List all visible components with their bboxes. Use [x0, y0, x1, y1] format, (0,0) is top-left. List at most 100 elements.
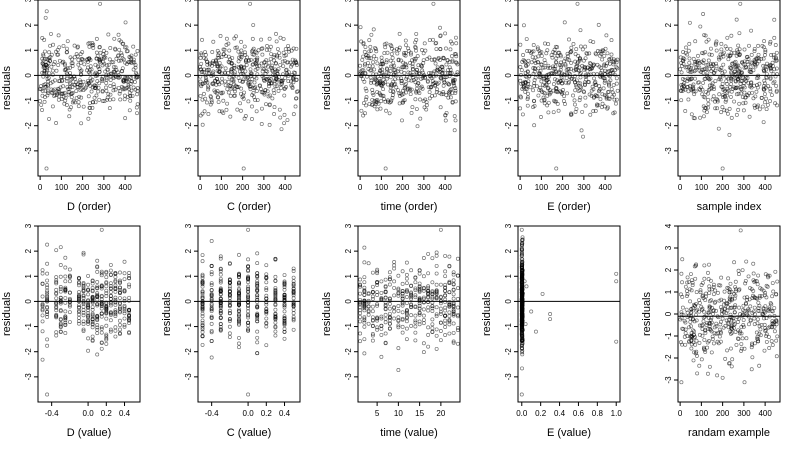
data-point	[75, 85, 80, 90]
data-point	[67, 273, 72, 278]
data-point	[234, 34, 238, 39]
data-point	[77, 283, 81, 288]
data-point	[409, 323, 414, 328]
data-point	[582, 67, 587, 72]
data-point	[396, 368, 401, 372]
data-point	[615, 57, 620, 62]
data-point	[236, 49, 241, 54]
data-point	[127, 298, 132, 303]
data-point	[770, 60, 775, 65]
data-point	[118, 97, 123, 102]
data-point	[123, 116, 128, 121]
data-point	[532, 78, 537, 83]
data-point	[124, 62, 129, 66]
data-point	[770, 309, 775, 314]
data-point	[107, 57, 112, 62]
data-point	[99, 300, 104, 304]
data-point	[521, 80, 526, 85]
x-tick-label: 0	[198, 183, 203, 192]
data-point	[382, 97, 387, 102]
data-point	[383, 166, 388, 171]
data-point	[717, 334, 722, 339]
data-point	[135, 92, 139, 97]
data-point	[769, 53, 774, 57]
data-point	[255, 98, 260, 103]
data-point	[253, 98, 258, 103]
data-point	[392, 48, 397, 53]
data-point	[67, 279, 72, 284]
data-point	[729, 89, 734, 94]
data-point	[430, 280, 435, 285]
data-point	[756, 273, 761, 278]
points	[678, 228, 780, 385]
data-point	[377, 71, 382, 75]
x-tick-label: 100	[215, 183, 229, 192]
data-point	[216, 79, 220, 84]
data-point	[434, 333, 439, 338]
data-point	[253, 67, 258, 72]
data-point	[444, 46, 448, 51]
data-point	[438, 338, 443, 343]
data-point	[422, 105, 427, 110]
data-point	[293, 71, 298, 75]
data-point	[255, 329, 260, 334]
data-point	[237, 273, 241, 278]
data-point	[575, 1, 580, 6]
data-point	[50, 79, 55, 84]
data-point	[558, 53, 563, 57]
data-point	[88, 68, 93, 73]
data-point	[436, 80, 441, 85]
data-point	[380, 61, 384, 66]
data-point	[238, 52, 243, 57]
y-tick-label: 3	[184, 223, 193, 228]
data-point	[762, 39, 767, 44]
data-point	[113, 283, 118, 288]
data-point	[521, 85, 526, 90]
data-point	[99, 306, 104, 311]
data-point	[421, 321, 426, 326]
data-point	[432, 58, 437, 63]
data-point	[86, 292, 91, 297]
data-point	[716, 55, 721, 60]
data-point	[209, 303, 214, 308]
data-point	[45, 312, 50, 317]
data-point	[445, 58, 450, 63]
data-point	[87, 56, 92, 61]
data-point	[412, 58, 417, 63]
data-point	[243, 50, 247, 55]
data-point	[378, 79, 383, 83]
data-point	[95, 352, 100, 357]
data-point	[604, 95, 609, 100]
data-point	[86, 287, 91, 292]
data-point	[282, 309, 287, 314]
data-point	[440, 64, 445, 69]
data-point	[253, 49, 258, 54]
data-point	[104, 337, 109, 342]
data-point	[427, 38, 432, 43]
data-point	[434, 47, 439, 52]
data-point	[404, 76, 409, 81]
data-point	[717, 77, 722, 82]
data-point	[745, 54, 750, 59]
data-point	[72, 43, 77, 48]
data-point	[706, 371, 710, 376]
data-point	[202, 109, 207, 114]
data-point	[209, 355, 214, 360]
data-point	[273, 333, 278, 338]
data-point	[259, 37, 264, 42]
data-point	[689, 69, 694, 74]
x-tick-label: 0.0	[83, 409, 95, 418]
data-point	[386, 98, 390, 103]
data-point	[394, 85, 399, 90]
data-point	[104, 294, 109, 298]
data-point	[564, 68, 569, 72]
data-point	[526, 95, 530, 100]
data-point	[373, 47, 378, 51]
data-point	[208, 94, 213, 99]
data-point	[562, 20, 567, 25]
data-point	[109, 60, 114, 65]
data-point	[111, 65, 116, 69]
data-point	[81, 322, 86, 326]
data-point	[707, 83, 712, 88]
